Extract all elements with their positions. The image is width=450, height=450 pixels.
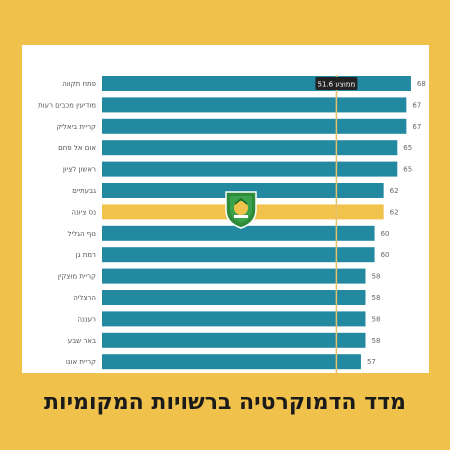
average-label: ממוצע 51.6	[318, 81, 356, 89]
category-label: באר שבע	[68, 337, 96, 345]
category-label: רעננה	[77, 315, 96, 323]
category-label: הרצליה	[73, 294, 96, 302]
category-label: רמת גן	[76, 251, 96, 259]
value-label: 65	[403, 166, 412, 174]
category-label: קריית מוצקין	[58, 273, 96, 281]
bar	[102, 140, 398, 156]
category-label: מודיעין מכבים רעות	[38, 101, 96, 109]
value-label: 57	[367, 358, 376, 366]
bar	[102, 161, 398, 177]
value-label: 58	[371, 337, 380, 345]
category-label: קריית אונו	[66, 358, 96, 366]
value-label: 58	[371, 273, 380, 281]
bar	[102, 225, 375, 241]
value-label: 65	[403, 144, 412, 152]
chart-card: פתח תקווה 68 מודיעין מכבים רעות 67 קריית ביא…	[22, 45, 429, 373]
bar	[102, 247, 375, 263]
bar	[102, 290, 366, 305]
category-label: ראשון לציון	[63, 166, 96, 174]
value-label: 60	[381, 230, 390, 238]
average-tooltip	[315, 77, 358, 90]
category-label: קריית ביאליק	[56, 123, 96, 131]
page-caption: מדד הדמוקרטיה ברשויות המקומיות	[44, 390, 406, 415]
bar-chart: פתח תקווה 68 מודיעין מכבים רעות 67 קריית ביא…	[38, 75, 426, 373]
category-label: פתח תקווה	[62, 80, 96, 88]
value-label: 58	[371, 315, 380, 323]
bar	[102, 354, 361, 370]
bar	[102, 183, 384, 198]
bar	[102, 76, 411, 91]
bar	[102, 97, 407, 113]
bar	[102, 332, 366, 348]
category-label: גבעתיים	[72, 187, 96, 195]
category-label: נוף הגליל	[68, 230, 97, 238]
municipal-emblem-icon	[223, 190, 259, 230]
value-label: 67	[412, 123, 421, 131]
category-label: אום אל פחם	[58, 144, 96, 152]
value-label: 67	[412, 101, 421, 109]
value-label: 68	[417, 80, 426, 88]
value-label: 62	[390, 208, 399, 216]
bar	[102, 118, 407, 134]
bar	[102, 311, 366, 327]
bar	[102, 268, 366, 284]
value-label: 62	[390, 187, 399, 195]
category-label: נס ציונה	[71, 208, 96, 216]
value-label: 60	[381, 251, 390, 259]
value-label: 58	[371, 294, 380, 302]
